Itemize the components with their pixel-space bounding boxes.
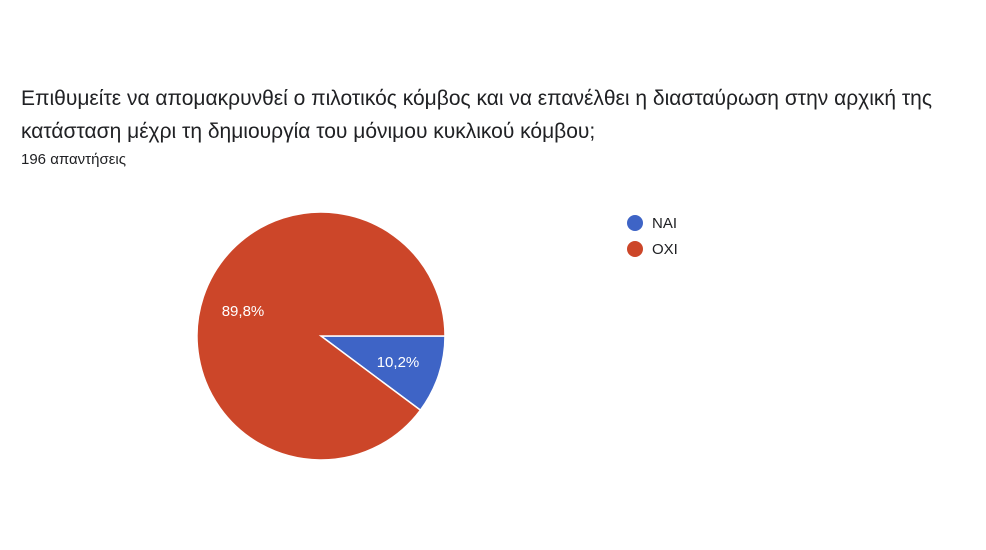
pie-slice-oxi[interactable] xyxy=(196,211,446,461)
legend-swatch-oxi xyxy=(627,241,643,257)
pie-label-oxi: 89,8% xyxy=(222,303,265,320)
chart-legend: ΝΑΙ ΟΧΙ xyxy=(627,212,678,264)
legend-swatch-nai xyxy=(627,215,643,231)
legend-item-oxi[interactable]: ΟΧΙ xyxy=(627,238,678,260)
pie-slice-nai[interactable] xyxy=(318,335,446,412)
legend-label-nai: ΝΑΙ xyxy=(652,214,678,232)
pie-label-nai: 10,2% xyxy=(377,354,420,371)
legend-label-oxi: ΟΧΙ xyxy=(652,240,678,258)
question-title: Επιθυμείτε να απομακρυνθεί ο πιλοτικός κ… xyxy=(21,87,932,143)
responses-count: 196 απαντήσεις xyxy=(21,151,126,168)
legend-item-nai[interactable]: ΝΑΙ xyxy=(627,212,678,234)
